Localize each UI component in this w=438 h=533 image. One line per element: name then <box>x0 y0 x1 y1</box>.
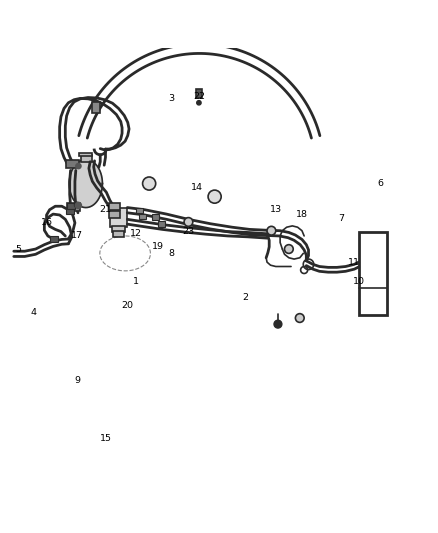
Bar <box>152 214 159 220</box>
Text: 19: 19 <box>152 243 164 252</box>
Text: 17: 17 <box>71 231 83 240</box>
Bar <box>66 207 74 214</box>
Text: 13: 13 <box>270 205 282 214</box>
Text: 15: 15 <box>99 434 112 443</box>
Text: 10: 10 <box>353 277 365 286</box>
Circle shape <box>295 313 304 322</box>
Circle shape <box>74 203 80 207</box>
Circle shape <box>285 245 293 253</box>
Polygon shape <box>69 159 102 207</box>
Text: 12: 12 <box>130 229 142 238</box>
Bar <box>109 211 120 217</box>
Circle shape <box>76 164 81 169</box>
Bar <box>67 203 80 211</box>
Text: 5: 5 <box>15 245 21 254</box>
Circle shape <box>267 227 276 235</box>
Bar <box>109 203 120 210</box>
Bar <box>158 221 165 227</box>
Text: 7: 7 <box>338 214 344 223</box>
Bar <box>79 152 92 156</box>
Bar <box>139 214 146 220</box>
Text: 9: 9 <box>74 376 80 384</box>
Text: 23: 23 <box>182 227 194 236</box>
Text: 14: 14 <box>191 183 203 192</box>
Text: 22: 22 <box>193 92 205 101</box>
Text: 3: 3 <box>168 94 174 103</box>
Bar <box>136 208 143 213</box>
Circle shape <box>197 101 201 105</box>
Bar <box>67 203 75 209</box>
Bar <box>359 231 387 314</box>
Bar <box>66 160 79 168</box>
Circle shape <box>274 320 282 328</box>
Text: 21: 21 <box>99 205 112 214</box>
Text: 18: 18 <box>296 209 308 219</box>
Text: 6: 6 <box>378 179 384 188</box>
Text: 11: 11 <box>348 257 360 266</box>
Text: 16: 16 <box>41 219 53 228</box>
Circle shape <box>143 177 155 190</box>
Bar <box>50 236 58 243</box>
Circle shape <box>208 190 221 203</box>
Circle shape <box>184 217 193 227</box>
Bar <box>196 89 202 99</box>
Text: 4: 4 <box>30 308 36 317</box>
Bar <box>110 207 127 227</box>
Bar <box>113 231 124 237</box>
Bar <box>92 102 100 113</box>
Text: 20: 20 <box>121 301 133 310</box>
Text: 1: 1 <box>133 277 139 286</box>
Bar <box>81 155 92 161</box>
Bar <box>112 227 125 231</box>
Circle shape <box>75 203 81 208</box>
Text: 2: 2 <box>242 293 248 302</box>
Text: 8: 8 <box>168 249 174 258</box>
